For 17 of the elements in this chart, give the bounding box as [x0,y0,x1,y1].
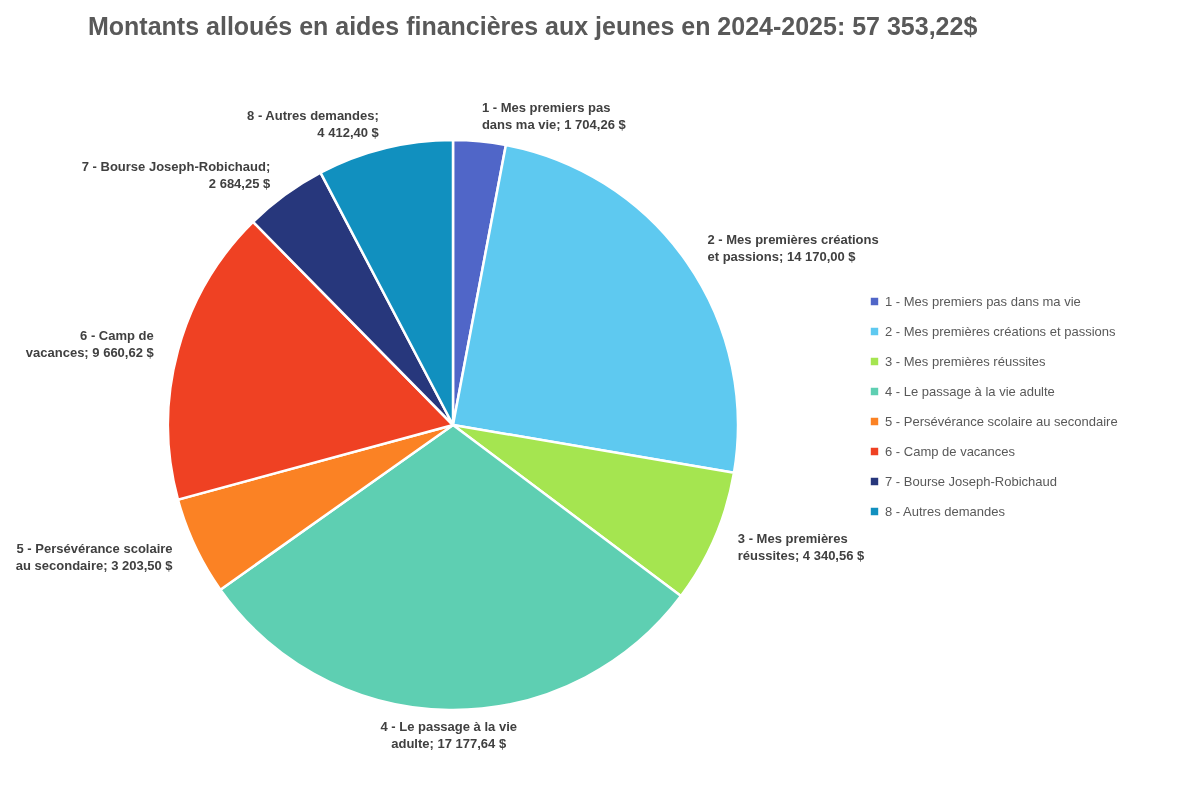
legend-label: 2 - Mes premières créations et passions [885,323,1116,339]
data-label: 5 - Persévérance scolaire au secondaire; 3 203,50 $ [15,541,174,574]
chart-title: Montants alloués en aides financières aux jeunes en 2024-2025: 57 353,22$ [88,12,978,40]
data-label: 1 - Mes premiers pas dans ma vie; 1 704,26 $ [481,100,627,133]
legend-label: 4 - Le passage à la vie adulte [885,383,1055,399]
legend-label: 6 - Camp de vacances [885,443,1016,459]
legend-label: 5 - Persévérance scolaire au secondaire [885,413,1118,429]
data-label: 6 - Camp de vacances; 9 660,62 $ [25,328,155,361]
data-label: 8 - Autres demandes; 4 412,40 $ [247,108,380,141]
legend-label: 7 - Bourse Joseph-Robichaud [885,473,1057,489]
data-label: 4 - Le passage à la vie adulte; 17 177,64 $ [380,718,517,751]
data-label: 2 - Mes premières créations et passions; 14 170,00 $ [707,231,879,264]
data-label: 3 - Mes premières réussites; 4 340,56 $ [737,531,866,564]
data-label: 7 - Bourse Joseph-Robichaud; 2 684,25 $ [81,158,272,191]
legend-label: 8 - Autres demandes [885,503,1006,519]
legend-label: 1 - Mes premiers pas dans ma vie [885,293,1081,309]
legend-label: 3 - Mes premières réussites [885,353,1046,369]
